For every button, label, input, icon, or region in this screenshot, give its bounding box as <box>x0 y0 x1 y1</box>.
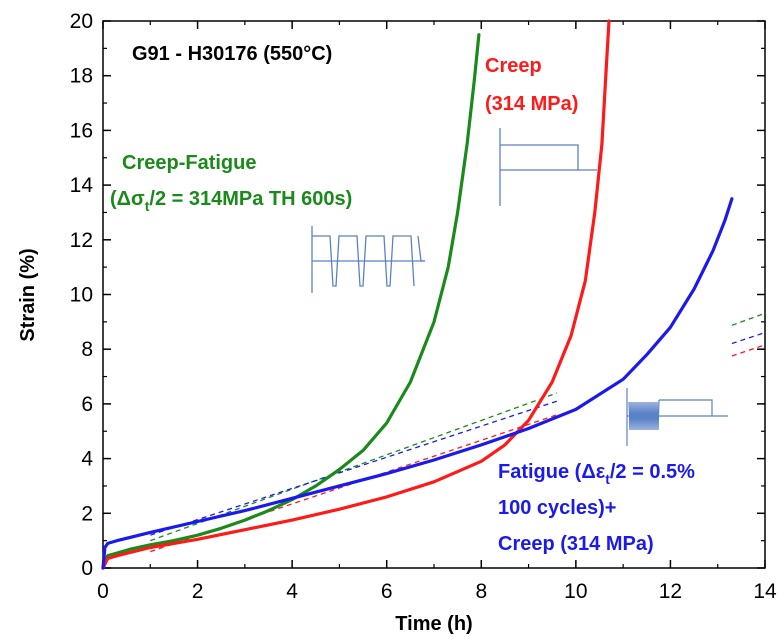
y-tick-label-2: 2 <box>81 502 93 525</box>
y-tick-label-0: 0 <box>81 557 93 580</box>
x-tick-label-6: 6 <box>381 580 393 603</box>
y-tick-label-14: 14 <box>70 174 94 197</box>
fc-rest: /2 = 0.5% <box>610 461 695 483</box>
chart-title: G91 - H30176 (550°C) <box>132 43 332 65</box>
axes: 0 2 4 6 8 10 12 14 0 2 4 6 8 10 12 14 16 18 20 <box>70 10 777 603</box>
creep-label-line2: (314 MPa) <box>485 93 578 115</box>
trend-stub-creep <box>731 344 766 357</box>
trend-lines <box>150 392 558 553</box>
creep-fatigue-label-line2: (Δσt/2 = 314MPa TH 600s) <box>110 188 352 214</box>
y-tick-label-16: 16 <box>70 119 93 142</box>
fatigue-creep-waveform-icon <box>626 388 728 446</box>
cf-delta-sigma: (Δσ <box>110 188 145 210</box>
x-tick-label-2: 2 <box>192 580 204 603</box>
series-line-creep <box>101 19 611 570</box>
x-tick-label-4: 4 <box>286 580 298 603</box>
creep-fatigue-label-line1: Creep-Fatigue <box>122 152 256 174</box>
fc-delta-eps: Fatigue (Δε <box>498 461 606 483</box>
trend-stubs <box>731 312 766 357</box>
x-axis-title: Time (h) <box>395 613 472 635</box>
y-tick-label-4: 4 <box>81 448 93 471</box>
creep-label-line1: Creep <box>485 55 542 77</box>
fatigue-creep-label-line1: Fatigue (Δεt/2 = 0.5% <box>498 461 695 487</box>
creep-fatigue-waveform-icon <box>311 226 425 293</box>
y-tick-label-20: 20 <box>70 10 93 33</box>
x-tick-label-14: 14 <box>753 580 777 603</box>
trend-stub-creep_fatigue <box>731 312 766 326</box>
y-axis-title: Strain (%) <box>17 248 39 341</box>
y-tick-label-10: 10 <box>70 284 93 307</box>
creep-waveform-icon <box>499 128 597 206</box>
fc-subscript: t <box>605 471 610 487</box>
y-tick-label-18: 18 <box>70 65 93 88</box>
plot-frame <box>102 20 766 569</box>
cf-rest: /2 = 314MPa TH 600s) <box>149 188 352 210</box>
fatigue-creep-label-line2: 100 cycles)+ <box>498 497 616 519</box>
y-tick-label-12: 12 <box>70 229 93 252</box>
trend-line-fatigue_creep <box>150 400 558 536</box>
series-line-creep_fatigue <box>101 33 481 570</box>
series-lines <box>101 19 734 570</box>
cf-subscript: t <box>145 198 150 214</box>
y-tick-label-6: 6 <box>81 393 93 416</box>
x-tick-label-12: 12 <box>659 580 682 603</box>
series-line-fatigue_creep <box>101 197 734 570</box>
x-tick-label-8: 8 <box>475 580 487 603</box>
x-tick-label-0: 0 <box>97 580 109 603</box>
x-tick-label-10: 10 <box>564 580 587 603</box>
fatigue-creep-label-line3: Creep (314 MPa) <box>498 533 654 555</box>
trend-stub-fatigue_creep <box>731 331 766 345</box>
y-tick-label-8: 8 <box>81 338 93 361</box>
